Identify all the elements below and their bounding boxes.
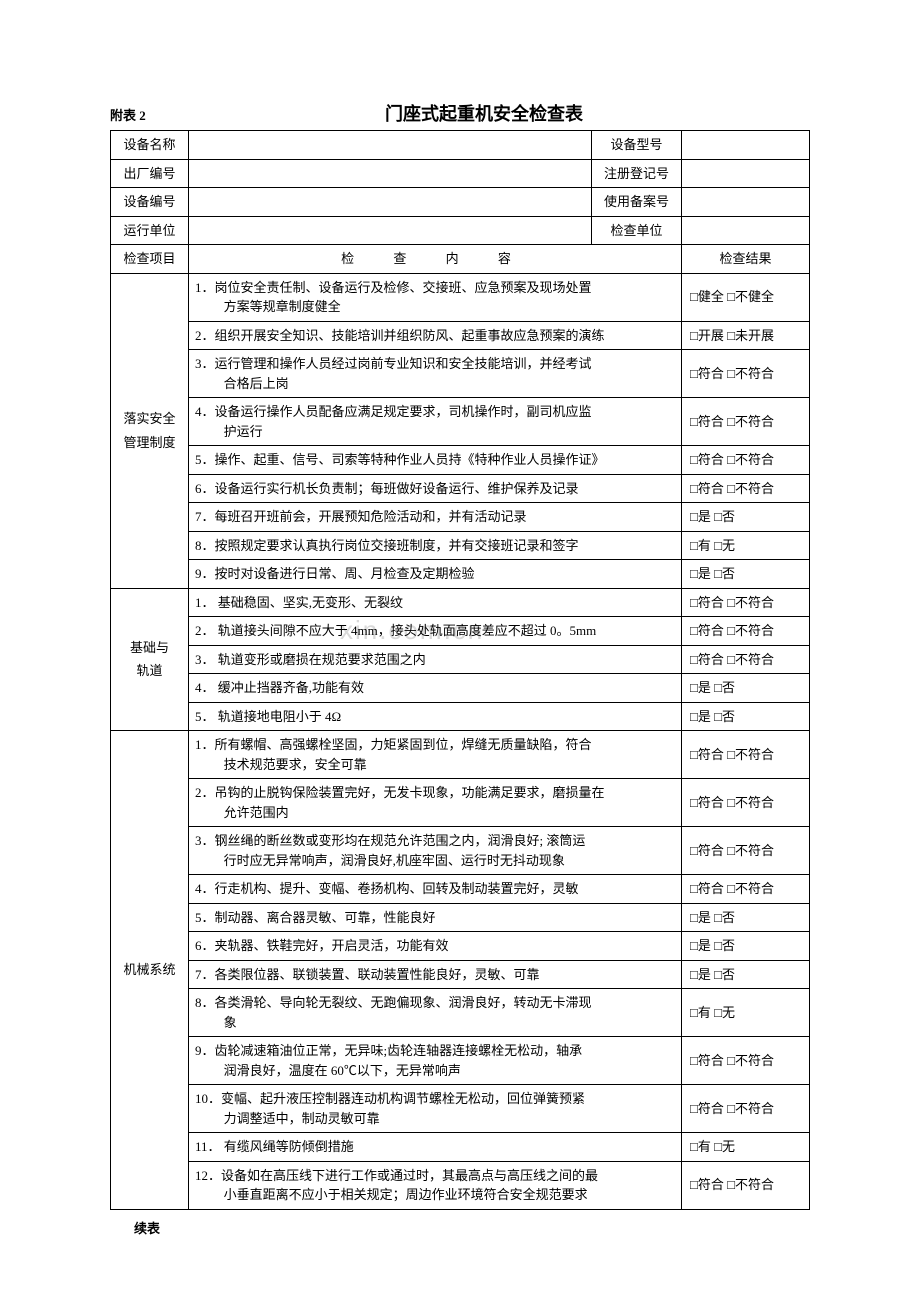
section-label: 机械系统 [111,731,189,1210]
info-value [682,131,810,160]
info-label: 出厂编号 [111,159,189,188]
continue-label: 续表 [134,1218,810,1237]
info-label: 注册登记号 [592,159,682,188]
check-item: 1． 基础稳固、坚实,无变形、无裂纹 [189,588,682,617]
check-item: 3． 轨道变形或磨损在规范要求范围之内 [189,645,682,674]
check-result: □符合 □不符合 [682,1037,810,1085]
check-item: 5．操作、起重、信号、司索等特种作业人员持《特种作业人员操作证》 [189,446,682,475]
check-item: 6．设备运行实行机长负责制；每班做好设备运行、维护保养及记录 [189,474,682,503]
info-label: 设备名称 [111,131,189,160]
check-result: □有 □无 [682,531,810,560]
check-result: □符合 □不符合 [682,446,810,475]
check-result: □是 □否 [682,702,810,731]
check-result: □是 □否 [682,960,810,989]
info-label: 运行单位 [111,216,189,245]
check-item: 2．组织开展安全知识、技能培训并组织防风、起重事故应急预案的演练 [189,321,682,350]
check-item: 5．制动器、离合器灵敏、可靠，性能良好 [189,903,682,932]
info-value [189,159,592,188]
check-item: 8．各类滑轮、导向轮无裂纹、无跑偏现象、润滑良好，转动无卡滞现象 [189,989,682,1037]
check-item: 12．设备如在高压线下进行工作或通过时，其最高点与高压线之间的最小垂直距离不应小… [189,1161,682,1209]
info-label: 使用备案号 [592,188,682,217]
check-item: 8．按照规定要求认真执行岗位交接班制度，并有交接班记录和签字 [189,531,682,560]
check-item: 9．齿轮减速箱油位正常，无异味;齿轮连轴器连接螺栓无松动，轴承润滑良好，温度在 … [189,1037,682,1085]
info-value [189,216,592,245]
check-result: □符合 □不符合 [682,779,810,827]
checklist-table: 设备名称设备型号出厂编号注册登记号设备编号使用备案号运行单位检查单位 检查项目检… [110,130,810,1210]
check-item: 11． 有缆风绳等防倾倒措施 [189,1133,682,1162]
check-item: 3．运行管理和操作人员经过岗前专业知识和安全技能培训，并经考试合格后上岗 [189,350,682,398]
check-result: □符合 □不符合 [682,731,810,779]
check-item: 4． 缓冲止挡器齐备,功能有效 [189,674,682,703]
section-label: 基础与轨道 [111,588,189,731]
info-value [189,188,592,217]
check-result: □符合 □不符合 [682,875,810,904]
section-label: 落实安全管理制度 [111,273,189,588]
check-result: □符合 □不符合 [682,617,810,646]
check-result: □是 □否 [682,932,810,961]
check-result: □开展 □未开展 [682,321,810,350]
check-result: □符合 □不符合 [682,474,810,503]
check-item: 1．所有螺帽、高强螺栓坚固，力矩紧固到位，焊缝无质量缺陷，符合技术规范要求，安全… [189,731,682,779]
check-item: 7．每班召开班前会，开展预知危险活动和，并有活动记录 [189,503,682,532]
main-title: 门座式起重机安全检查表 [158,100,810,126]
check-item: 2． 轨道接头间隙不应大于 4mm，接头处轨面高度差应不超过 0。5mm [189,617,682,646]
check-result: □符合 □不符合 [682,350,810,398]
header-content-label: 检 查 内 容 [189,245,682,274]
check-item: 2．吊钩的止脱钩保险装置完好，无发卡现象，功能满足要求，磨损量在允许范围内 [189,779,682,827]
info-value [682,216,810,245]
check-item: 9．按时对设备进行日常、周、月检查及定期检验 [189,560,682,589]
check-result: □是 □否 [682,560,810,589]
check-item: 4．设备运行操作人员配备应满足规定要求，司机操作时，副司机应监护运行 [189,398,682,446]
check-result: □是 □否 [682,503,810,532]
header-result-label: 检查结果 [682,245,810,274]
info-value [682,188,810,217]
check-result: □是 □否 [682,674,810,703]
check-result: □是 □否 [682,903,810,932]
check-result: □符合 □不符合 [682,588,810,617]
info-label: 设备编号 [111,188,189,217]
check-item: 3．钢丝绳的断丝数或变形均在规范允许范围之内，润滑良好; 滚筒运行时应无异常响声… [189,827,682,875]
check-item: 7．各类限位器、联锁装置、联动装置性能良好，灵敏、可靠 [189,960,682,989]
info-value [682,159,810,188]
info-label: 检查单位 [592,216,682,245]
info-value [189,131,592,160]
check-item: 1．岗位安全责任制、设备运行及检修、交接班、应急预案及现场处置方案等规章制度健全 [189,273,682,321]
title-row: 附表 2 门座式起重机安全检查表 [110,100,810,126]
check-result: □有 □无 [682,989,810,1037]
check-result: □符合 □不符合 [682,398,810,446]
header-item-label: 检查项目 [111,245,189,274]
check-item: 4．行走机构、提升、变幅、卷扬机构、回转及制动装置完好，灵敏 [189,875,682,904]
check-result: □有 □无 [682,1133,810,1162]
check-result: □符合 □不符合 [682,645,810,674]
check-result: □符合 □不符合 [682,1085,810,1133]
check-result: □符合 □不符合 [682,827,810,875]
check-result: □符合 □不符合 [682,1161,810,1209]
info-label: 设备型号 [592,131,682,160]
check-item: 10．变幅、起升液压控制器连动机构调节螺栓无松动，回位弹簧预紧力调整适中，制动灵… [189,1085,682,1133]
check-item: 5． 轨道接地电阻小于 4Ω [189,702,682,731]
check-result: □健全 □不健全 [682,273,810,321]
check-item: 6．夹轨器、铁鞋完好，开启灵活，功能有效 [189,932,682,961]
